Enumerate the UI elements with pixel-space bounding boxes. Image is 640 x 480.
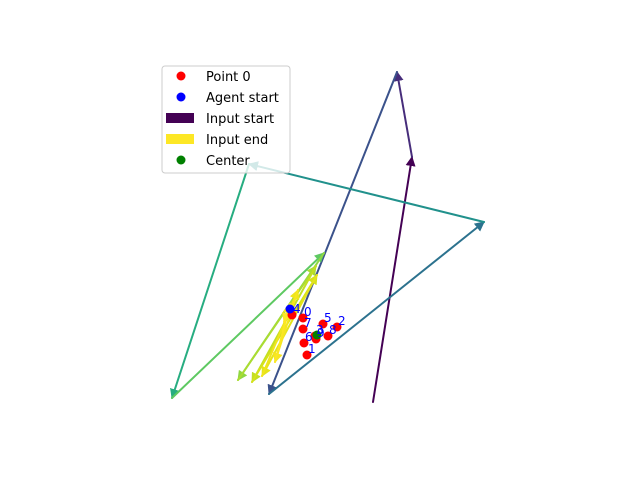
point-8-label: 8 (329, 323, 337, 337)
point-2-label: 2 (338, 314, 346, 328)
trajectory-segment-4 (248, 161, 485, 223)
point-5-label: 5 (324, 311, 332, 325)
point-3-label: 3 (316, 323, 324, 337)
point-9-label: 9 (317, 326, 325, 340)
legend-label-agent-start: Agent start (206, 91, 279, 106)
center-marker (312, 330, 322, 340)
point-6-marker (299, 338, 309, 348)
legend-marker-point-0 (176, 71, 186, 81)
legend-marker-agent-start (176, 92, 186, 102)
trajectory-segment-1 (393, 71, 413, 158)
point-4-label: 4 (293, 302, 301, 316)
trajectory-segment-2 (267, 71, 398, 395)
trajectory-segment-6 (171, 252, 325, 399)
point-1-marker (302, 350, 312, 360)
point-labels: 0 1 23 4 567 89 (293, 302, 346, 356)
agent-start-marker (285, 304, 295, 314)
trajectory-segment-11 (261, 274, 318, 377)
trajectory-segment-5 (170, 163, 250, 399)
point-2-marker (332, 322, 342, 332)
point-0-label: 0 (304, 305, 312, 319)
point-7-marker (298, 324, 308, 334)
point-6-label: 6 (305, 330, 313, 344)
point-0-marker (298, 313, 308, 323)
legend-marker-input-start (166, 113, 194, 123)
point-5-marker (318, 319, 328, 329)
trajectory-segment-3 (268, 221, 485, 395)
legend-marker-input-end (166, 134, 194, 144)
legend-marker-center (176, 155, 186, 165)
legend-label-center: Center (206, 154, 250, 169)
point-8-marker (323, 331, 333, 341)
legend-label-point-0: Point 0 (206, 70, 251, 85)
legend: Point 0 Agent start Input start Input en… (161, 65, 291, 174)
trajectory-segment-0 (372, 156, 416, 403)
trajectory-path (170, 71, 485, 403)
legend-label-input-start: Input start (206, 112, 274, 127)
point-markers (285, 304, 342, 360)
legend-frame (161, 65, 291, 174)
legend-label-input-end: Input end (206, 133, 268, 148)
point-7-label: 7 (304, 316, 312, 330)
point-1-label: 1 (308, 342, 316, 356)
trajectory-segment-8 (237, 265, 317, 381)
